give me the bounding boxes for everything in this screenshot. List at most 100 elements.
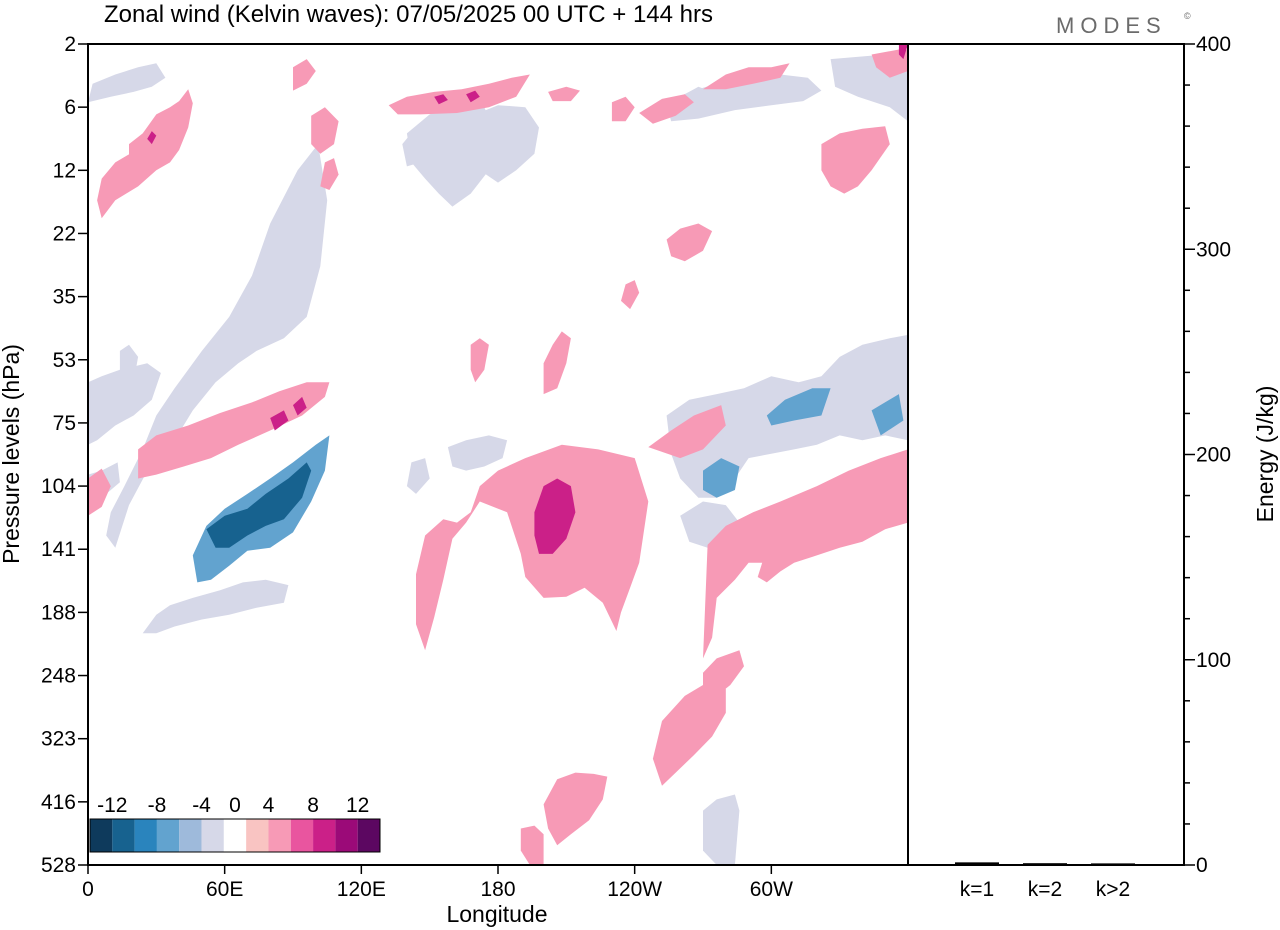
colorbar-label: 0	[229, 794, 241, 817]
easterly-wind-region	[703, 794, 740, 865]
westerly-wind-region	[520, 825, 544, 865]
easterly-wind-region	[475, 105, 539, 183]
colorbar-swatch	[357, 819, 380, 852]
colorbar-swatch	[201, 819, 224, 852]
y-tick-label: 6	[64, 96, 76, 119]
easterly-wind-region	[142, 579, 289, 634]
energy-frame	[907, 43, 1185, 866]
x-tick-label: 180	[480, 878, 515, 901]
y-tick-label: 323	[41, 728, 76, 751]
easterly-wind-region	[406, 458, 430, 494]
westerly-wind-region	[871, 49, 908, 78]
colorbar-frame	[89, 818, 381, 853]
westerly-wind-region	[648, 405, 726, 459]
y-axis-label: Pressure levels (hPa)	[0, 344, 24, 564]
y-tick-label: 188	[41, 601, 76, 624]
colorbar-swatch	[156, 819, 180, 852]
westerly-wind-region	[548, 86, 580, 102]
colorbar-swatch	[90, 819, 113, 852]
colorbar-label: -8	[148, 794, 167, 817]
westerly-wind-region	[470, 338, 489, 383]
wind-contour-field	[88, 44, 908, 865]
westerly-wind-region	[88, 468, 111, 516]
chart-title: Zonal wind (Kelvin waves): 07/05/2025 00…	[104, 1, 713, 28]
energy-panel: k=1 k=2 k>2	[955, 862, 1135, 901]
x-tick-label: 60E	[206, 878, 243, 901]
westerly-wind-region	[821, 126, 890, 194]
colorbar-swatch	[179, 819, 202, 852]
westerly-wind-region	[138, 382, 330, 479]
westerly-wind-region	[270, 410, 289, 431]
westerly-wind-region	[534, 478, 576, 554]
energy-tick-label: 400	[1196, 33, 1231, 56]
x-tick-label: 120E	[337, 878, 386, 901]
westerly-wind-region	[898, 44, 908, 60]
colorbar-swatch	[112, 819, 135, 852]
westerly-wind-region	[666, 223, 713, 262]
easterly-wind-region	[680, 86, 726, 113]
x-tick-label: 0	[82, 878, 94, 901]
colorbar-label: -12	[97, 794, 127, 817]
y-tick-label: 416	[41, 791, 76, 814]
westerly-wind-region	[543, 331, 571, 395]
energy-tick-label: 300	[1196, 238, 1231, 261]
colorbar-swatch	[290, 819, 314, 852]
energy-bar	[1023, 863, 1067, 865]
westerly-wind-region	[416, 444, 649, 651]
y-tick-label: 248	[41, 665, 76, 688]
modes-logo-text: MODES	[1056, 13, 1167, 38]
colorbar-label: -4	[192, 794, 211, 817]
y-tick-label: 528	[41, 854, 76, 877]
y-tick-label: 35	[53, 286, 76, 309]
x-axis-label: Longitude	[446, 901, 547, 927]
westerly-wind-region	[293, 59, 316, 91]
easterly-wind-region	[402, 118, 439, 167]
westerly-wind-region	[652, 682, 726, 786]
y-tick-label: 104	[41, 475, 76, 498]
westerly-wind-region	[320, 158, 339, 190]
westerly-wind-region	[311, 107, 339, 154]
westerly-wind-region	[611, 96, 635, 122]
westerly-wind-region	[703, 63, 790, 90]
westerly-wind-region	[703, 449, 908, 659]
westerly-wind-region	[466, 90, 480, 103]
easterly-wind-region	[766, 388, 831, 426]
y-tick-label: 141	[41, 538, 76, 561]
modes-logo: MODES ©	[1056, 11, 1191, 38]
energy-axis-label: Energy (J/kg)	[1252, 386, 1278, 523]
colorbar-swatch	[313, 819, 336, 852]
easterly-wind-region	[871, 394, 904, 436]
westerly-wind-region	[621, 280, 640, 310]
westerly-wind-region	[293, 396, 307, 416]
x-tick-label: 120W	[607, 878, 662, 901]
y-tick-label: 53	[53, 349, 76, 372]
colorbar-label: 8	[307, 794, 319, 817]
colorbar-swatch	[246, 819, 269, 852]
energy-category-label: k=2	[1028, 878, 1062, 901]
easterly-wind-region	[206, 462, 312, 548]
colorbar-label: 12	[346, 794, 369, 817]
colorbar-swatch	[223, 819, 247, 852]
westerly-wind-region	[543, 772, 608, 846]
colorbar-swatch	[134, 819, 157, 852]
y-tick-label: 75	[53, 412, 76, 435]
colorbar-label: 4	[263, 794, 275, 817]
modes-logo-mark: ©	[1184, 11, 1191, 21]
energy-tick-label: 0	[1196, 854, 1208, 877]
energy-tick-label: 200	[1196, 444, 1231, 467]
westerly-wind-region	[434, 94, 448, 105]
westerly-wind-region	[388, 74, 530, 115]
easterly-wind-region	[88, 363, 161, 445]
easterly-wind-region	[703, 458, 740, 498]
energy-category-label: k>2	[1096, 878, 1130, 901]
y-tick-label: 22	[53, 222, 76, 245]
energy-category-label: k=1	[960, 878, 994, 901]
y-tick-label: 2	[64, 33, 76, 56]
y-tick-label: 12	[53, 159, 76, 182]
westerly-wind-region	[129, 89, 193, 175]
colorbar-swatch	[268, 819, 291, 852]
easterly-wind-region	[88, 63, 166, 103]
westerly-wind-region	[147, 131, 157, 145]
